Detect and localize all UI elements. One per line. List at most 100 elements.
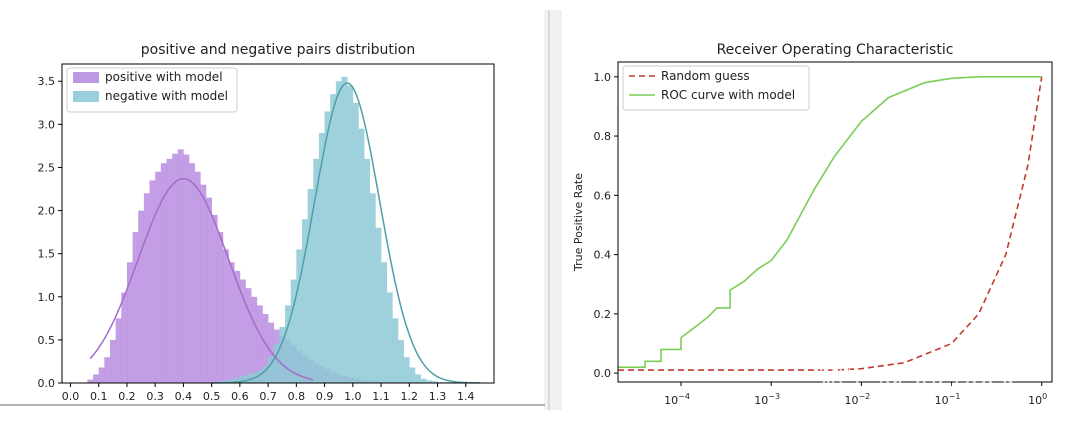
- positive-histogram-bar: [183, 154, 190, 383]
- y-tick-label: 2.5: [38, 161, 56, 174]
- x-tick-label: 10−4: [664, 392, 690, 407]
- x-tick-label: 0.3: [146, 390, 164, 403]
- x-tick-label: 1.1: [372, 390, 390, 403]
- x-tick-label: 0.0: [62, 390, 80, 403]
- positive-histogram-bar: [98, 367, 105, 383]
- x-tick-exponent: −4: [678, 392, 690, 401]
- roc-frame: [617, 61, 1053, 383]
- y-tick-label: 1.0: [38, 291, 56, 304]
- negative-histogram-bar: [352, 102, 359, 383]
- x-tick-label: 0.5: [203, 390, 221, 403]
- negative-histogram-bar: [228, 379, 235, 383]
- x-tick-label: 100: [1028, 392, 1047, 407]
- positive-histogram-bar: [87, 379, 94, 383]
- x-tick-label: 0.8: [288, 390, 306, 403]
- x-tick-label: 10−1: [935, 392, 961, 407]
- positive-histogram-bar: [251, 296, 258, 383]
- x-tick-label: 1.0: [344, 390, 362, 403]
- watermark-text: 知乎 @Sherlock: [818, 363, 1016, 393]
- legend-label-negative: negative with model: [105, 89, 228, 103]
- page-seam: [544, 10, 562, 410]
- legend-swatch-positive: [73, 72, 99, 83]
- y-tick-label: 1.0: [594, 71, 612, 84]
- roc-legend: Random guess ROC curve with model: [622, 65, 810, 111]
- negative-histogram-bar: [324, 111, 331, 384]
- roc-plot-area: 10−4 10−3 10−2 10−1 100 0.0 0.2 0.4 0.6 0.8 1.0 Ran…: [594, 61, 1053, 407]
- negative-histogram-bar: [290, 279, 297, 383]
- negative-histogram-bar: [386, 292, 393, 383]
- legend-label-positive: positive with model: [105, 70, 223, 84]
- roc-chart: Receiver Operating Characteristic True P…: [572, 42, 1053, 407]
- legend-label-random: Random guess: [661, 69, 750, 83]
- negative-histogram-bar: [256, 370, 263, 383]
- negative-histogram-bar: [426, 380, 433, 383]
- positive-histogram-bar: [234, 270, 241, 383]
- y-tick-label: 0.5: [38, 334, 56, 347]
- y-tick-label: 0.6: [594, 189, 612, 202]
- histogram-title: positive and negative pairs distribution: [141, 42, 415, 58]
- negative-histogram-bar: [268, 357, 275, 383]
- x-tick-exponent: 0: [1042, 392, 1047, 401]
- negative-histogram-bar: [398, 339, 404, 383]
- x-tick-label: 0.4: [175, 390, 193, 403]
- roc-curve-line: [618, 76, 1042, 368]
- negative-histogram-bar: [318, 132, 325, 383]
- x-tick-label: 10−2: [844, 392, 870, 407]
- x-tick-label: 1.4: [457, 390, 475, 403]
- positive-histogram-bar: [245, 288, 252, 383]
- negative-fit-curve: [211, 82, 480, 384]
- positive-histogram-bar: [166, 158, 173, 383]
- negative-histogram-bar: [302, 219, 308, 383]
- negative-histogram-bar: [234, 377, 241, 383]
- negative-histogram-bar: [285, 305, 292, 383]
- roc-title: Receiver Operating Characteristic: [717, 42, 954, 58]
- y-tick-label: 3.0: [38, 118, 56, 131]
- negative-histogram-bar: [381, 262, 388, 383]
- positive-histogram-bar: [115, 318, 122, 383]
- x-tick-label: 0.1: [90, 390, 108, 403]
- negative-histogram-bar: [409, 367, 416, 383]
- negative-histogram-bar: [369, 193, 376, 383]
- negative-histogram-bar: [420, 378, 427, 383]
- negative-histogram-bar: [279, 326, 286, 383]
- negative-histogram-bar: [239, 376, 246, 383]
- roc-y-axis-label: True Positive Rate: [572, 173, 585, 272]
- positive-histogram-bar: [143, 193, 150, 383]
- negative-histogram-bar: [273, 344, 280, 383]
- negative-histogram-bar: [347, 85, 354, 384]
- histogram-chart: positive and negative pairs distribution…: [38, 42, 495, 403]
- positive-histogram-bar: [104, 357, 111, 383]
- positive-histogram-bar: [160, 163, 167, 383]
- positive-histogram-bar: [132, 232, 139, 383]
- positive-histogram-bar: [172, 153, 179, 383]
- positive-histogram-bar: [239, 279, 246, 383]
- x-tick-exponent: −3: [768, 392, 780, 401]
- x-tick-label: 1.2: [401, 390, 419, 403]
- negative-histogram-bar: [431, 381, 438, 383]
- negative-histogram-bar: [403, 357, 410, 383]
- negative-histogram-bar: [313, 158, 320, 383]
- negative-histogram-bar: [262, 365, 269, 383]
- x-tick-label: 0.2: [118, 390, 136, 403]
- positive-histogram-bar: [126, 262, 133, 383]
- negative-histogram-bar: [307, 189, 314, 383]
- negative-histogram-bar: [392, 318, 399, 383]
- positive-histogram-bar: [262, 314, 269, 383]
- histogram-plot-area: 0.0 0.1 0.2 0.3 0.4 0.5 0.6 0.7 0.8 0.9 1.0 1.1 1.2 1…: [38, 63, 495, 403]
- negative-histogram-bar: [414, 374, 421, 383]
- negative-histogram-bar: [245, 374, 252, 383]
- positive-histogram-bar: [189, 163, 196, 383]
- histogram-frame: [61, 63, 495, 384]
- x-tick-label: 0.6: [231, 390, 249, 403]
- negative-histogram-bar: [364, 158, 371, 383]
- y-tick-label: 0.0: [38, 377, 56, 390]
- x-tick-label: 10−3: [754, 392, 780, 407]
- x-tick-exponent: −2: [858, 392, 870, 401]
- positive-histogram-bar: [110, 339, 116, 383]
- legend-label-roc: ROC curve with model: [661, 88, 795, 102]
- positive-histogram-bar: [177, 149, 184, 383]
- negative-histogram-bar: [335, 81, 342, 384]
- positive-histogram-bar: [211, 214, 218, 383]
- positive-fit-curve: [89, 177, 314, 381]
